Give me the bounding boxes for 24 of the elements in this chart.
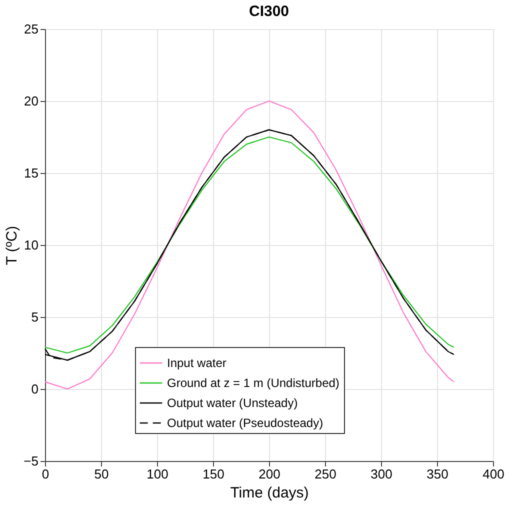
y-tick-label: 25 [24, 22, 38, 36]
y-tick-label: −5 [24, 454, 38, 468]
x-tick-label: 350 [426, 466, 448, 482]
x-tick-label: 300 [370, 466, 392, 482]
legend-label: Input water [167, 356, 226, 370]
y-tick-label: 5 [31, 310, 38, 324]
y-tick-label: 15 [24, 166, 38, 180]
x-tick-label: 200 [258, 466, 280, 482]
legend-label: Output water (Unsteady) [167, 396, 298, 410]
y-tick-label: 0 [31, 382, 38, 396]
x-tick-label: 100 [146, 466, 168, 482]
y-axis-title: T (ºC) [4, 226, 21, 266]
x-tick-label: 400 [482, 466, 504, 482]
y-tick-label: 20 [24, 94, 38, 108]
legend-label: Ground at z = 1 m (Undisturbed) [167, 376, 340, 390]
x-tick-label: 50 [94, 466, 109, 482]
x-tick-label: 250 [314, 466, 336, 482]
x-axis-title: Time (days) [230, 484, 309, 502]
y-tick-label: 10 [24, 238, 38, 252]
x-tick-label: 150 [202, 466, 224, 482]
x-tick-label: 0 [42, 466, 50, 482]
legend-label: Output water (Pseudosteady) [167, 416, 324, 430]
chart-title: CI300 [248, 3, 290, 20]
line-series [44, 100, 454, 390]
